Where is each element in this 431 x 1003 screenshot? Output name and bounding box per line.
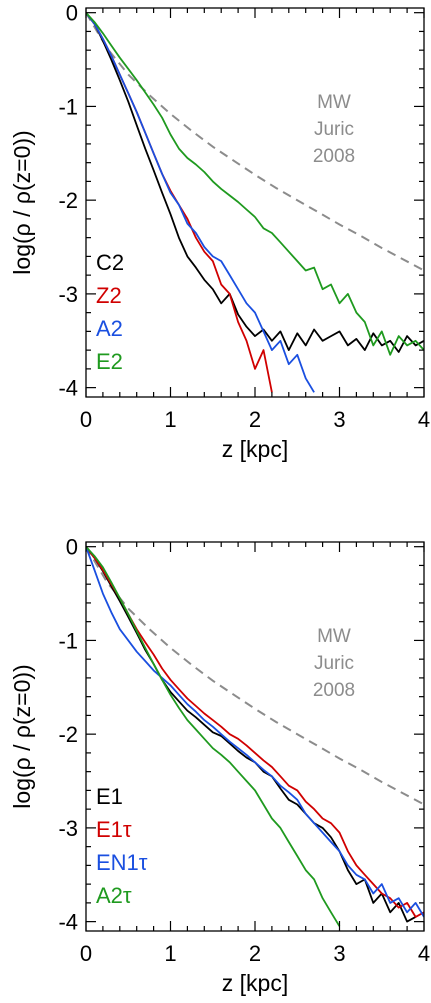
annotation-line: 2008 [313,146,355,167]
legend-label-Z2: Z2 [96,283,122,308]
annotation-line: 2008 [313,680,355,701]
y-tick-label: -1 [58,94,78,119]
x-tick-label: 0 [80,941,92,966]
x-tick-label: 2 [249,941,261,966]
series-line-EN1τ [86,546,424,918]
legend-label-C2: C2 [96,250,124,275]
x-tick-label: 0 [80,407,92,432]
y-tick-label: -3 [58,282,78,307]
annotation-line: Juric [314,119,354,140]
reference-curve [86,546,424,806]
series-line-A2 [86,12,315,393]
y-tick-label: -2 [58,188,78,213]
legend-label-EN1τ: EN1τ [96,850,148,875]
x-tick-label: 2 [249,407,261,432]
legend-label-E1: E1 [96,784,123,809]
y-tick-label: -2 [58,722,78,747]
x-tick-label: 1 [164,941,176,966]
y-tick-label: -4 [58,910,78,935]
legend-label-A2: A2 [96,316,123,341]
chart-panel-2: 0 1 2 3 4 0 -1 -2 -3 -4 z [kpc] log(ρ / ρ(z=0)) MW Ju… [9,535,430,996]
y-axis-title: log(ρ / ρ(z=0)) [9,664,35,808]
x-axis-title: z [kpc] [222,436,288,462]
series-line-E2 [86,12,424,356]
chart-panel-1: 0 1 2 3 4 0 -1 -2 -3 -4 z [kpc] log(ρ / ρ(z=0)) MW Ju… [9,1,430,462]
x-tick-label: 1 [164,407,176,432]
legend-label-E2: E2 [96,349,123,374]
y-axis-title: log(ρ / ρ(z=0)) [9,130,35,274]
annotation-line: MW [317,626,351,647]
series-line-A2τ [86,546,341,927]
x-axis-title: z [kpc] [222,970,288,996]
x-tick-label: 4 [418,941,430,966]
annotation-line: Juric [314,653,354,674]
y-tick-label: 0 [66,535,78,560]
x-tick-label: 3 [333,941,345,966]
y-tick-label: 0 [66,1,78,26]
y-tick-label: -3 [58,816,78,841]
plot-frame [85,7,425,398]
annotation-line: MW [317,92,351,113]
x-tick-label: 4 [418,407,430,432]
y-tick-label: -1 [58,628,78,653]
legend-label-A2τ: A2τ [96,883,132,908]
reference-curve [86,12,424,272]
series-line-E1τ [86,546,424,918]
series-line-C2 [86,12,424,353]
legend-label-E1τ: E1τ [96,817,132,842]
y-tick-label: -4 [58,376,78,401]
x-tick-label: 3 [333,407,345,432]
